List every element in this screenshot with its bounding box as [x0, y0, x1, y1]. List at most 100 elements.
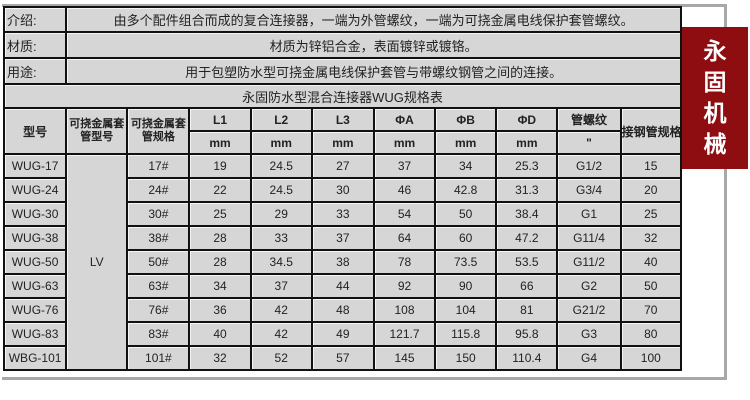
- table-cell: 27: [310, 153, 375, 179]
- table-cell: G3/4: [556, 177, 622, 203]
- table-cell: WUG-38: [2, 225, 68, 251]
- table-cell: 83#: [126, 321, 191, 347]
- banner-char: 固: [703, 69, 727, 95]
- table-cell: 40: [188, 321, 252, 347]
- header-hose-model: 可挠金属套管型号: [65, 107, 129, 155]
- table-cell: 15: [619, 153, 683, 179]
- table-cell: 17#: [126, 153, 191, 179]
- table-row: WUG-76 76# 36 42 48 108 104 81 G21/2 70: [2, 297, 683, 323]
- table-cell: G11/4: [556, 225, 622, 251]
- table-cell: 25.3: [495, 153, 559, 179]
- table-cell: 92: [372, 273, 437, 299]
- table-cell: 80: [619, 321, 683, 347]
- header-model: 型号: [2, 107, 68, 155]
- intro-label: 介绍:: [2, 6, 68, 33]
- table-cell: 115.8: [434, 321, 498, 347]
- table-cell: G3: [556, 321, 622, 347]
- hose-model-cell: LV: [65, 153, 129, 371]
- table-cell: 31.3: [495, 177, 559, 203]
- table-cell: 22: [188, 177, 252, 203]
- table-cell: 50: [434, 201, 498, 227]
- table-cell: 108: [372, 297, 437, 323]
- brand-banner: 永 固 机 械: [682, 27, 748, 169]
- table-cell: 95.8: [495, 321, 559, 347]
- table-cell: WBG-101: [2, 345, 68, 371]
- table-cell: 30: [310, 177, 375, 203]
- table-cell: 48: [310, 297, 375, 323]
- banner-char: 械: [703, 131, 727, 157]
- header-l2: L2: [249, 107, 313, 132]
- table-cell: 73.5: [434, 249, 498, 275]
- table-cell: 44: [310, 273, 375, 299]
- table-cell: 19: [188, 153, 252, 179]
- unit-d: mm: [495, 130, 559, 155]
- table-cell: 33: [249, 225, 313, 251]
- header-l1: L1: [188, 107, 252, 132]
- table-cell: 34: [188, 273, 252, 299]
- table-cell: 76#: [126, 297, 191, 323]
- header-l3: L3: [310, 107, 375, 132]
- table-cell: G2: [556, 273, 622, 299]
- table-cell: 38.4: [495, 201, 559, 227]
- table-cell: 47.2: [495, 225, 559, 251]
- spec-table: 介绍: 由多个配件组合而成的复合连接器，一端为外管螺纹，一端为可挠金属电线保护套管…: [2, 6, 683, 371]
- table-cell: 24.5: [249, 177, 313, 203]
- table-cell: 64: [372, 225, 437, 251]
- table-cell: 110.4: [495, 345, 559, 371]
- header-a: ΦA: [372, 107, 437, 132]
- table-cell: 42: [249, 321, 313, 347]
- table-cell: 20: [619, 177, 683, 203]
- unit-thread: ": [556, 130, 622, 155]
- table-cell: 37: [372, 153, 437, 179]
- table-cell: 57: [310, 345, 375, 371]
- table-cell: 100: [619, 345, 683, 371]
- material-label: 材质:: [2, 31, 68, 59]
- table-cell: 52: [249, 345, 313, 371]
- table-cell: 24.5: [249, 153, 313, 179]
- header-steel: 接钢管规格: [619, 107, 683, 155]
- table-row: WUG-30 30# 25 29 33 54 50 38.4 G1 25: [2, 201, 683, 227]
- table-cell: 54: [372, 201, 437, 227]
- table-cell: 50: [619, 273, 683, 299]
- table-cell: WUG-50: [2, 249, 68, 275]
- table-cell: WUG-24: [2, 177, 68, 203]
- table-cell: WUG-83: [2, 321, 68, 347]
- table-cell: 90: [434, 273, 498, 299]
- unit-a: mm: [372, 130, 437, 155]
- table-cell: G4: [556, 345, 622, 371]
- table-row: WUG-38 38# 28 33 37 64 60 47.2 G11/4 32: [2, 225, 683, 251]
- unit-l2: mm: [249, 130, 313, 155]
- table-cell: 37: [249, 273, 313, 299]
- table-cell: 29: [249, 201, 313, 227]
- usage-text: 用于包塑防水型可挠金属电线保护套管与带螺纹钢管之间的连接。: [65, 57, 682, 85]
- outer-frame: [2, 4, 727, 380]
- table-row: WUG-50 50# 28 34.5 38 78 73.5 53.5 G11/2 40: [2, 249, 683, 275]
- table-cell: 42: [249, 297, 313, 323]
- table-cell: 32: [619, 225, 683, 251]
- table-row: WUG-83 83# 40 42 49 121.7 115.8 95.8 G3 80: [2, 321, 683, 347]
- table-row: WBG-101 101# 32 52 57 145 150 110.4 G4 100: [2, 345, 683, 371]
- intro-text: 由多个配件组合而成的复合连接器，一端为外管螺纹，一端为可挠金属电线保护套管螺纹。: [65, 6, 682, 33]
- table-cell: 63#: [126, 273, 191, 299]
- table-cell: 38#: [126, 225, 191, 251]
- header-d: ΦD: [495, 107, 559, 132]
- table-cell: 42.8: [434, 177, 498, 203]
- table-cell: 78: [372, 249, 437, 275]
- header-b: ΦB: [434, 107, 498, 132]
- usage-label: 用途:: [2, 57, 68, 85]
- table-cell: WUG-17: [2, 153, 68, 179]
- table-cell: 25: [619, 201, 683, 227]
- table-cell: 30#: [126, 201, 191, 227]
- banner-char: 机: [703, 100, 727, 126]
- table-cell: 32: [188, 345, 252, 371]
- table-cell: WUG-30: [2, 201, 68, 227]
- unit-l1: mm: [188, 130, 252, 155]
- table-cell: 70: [619, 297, 683, 323]
- table-cell: G21/2: [556, 297, 622, 323]
- table-cell: 53.5: [495, 249, 559, 275]
- table-cell: 28: [188, 225, 252, 251]
- table-cell: 145: [372, 345, 437, 371]
- table-cell: WUG-76: [2, 297, 68, 323]
- table-cell: 150: [434, 345, 498, 371]
- table-cell: 37: [310, 225, 375, 251]
